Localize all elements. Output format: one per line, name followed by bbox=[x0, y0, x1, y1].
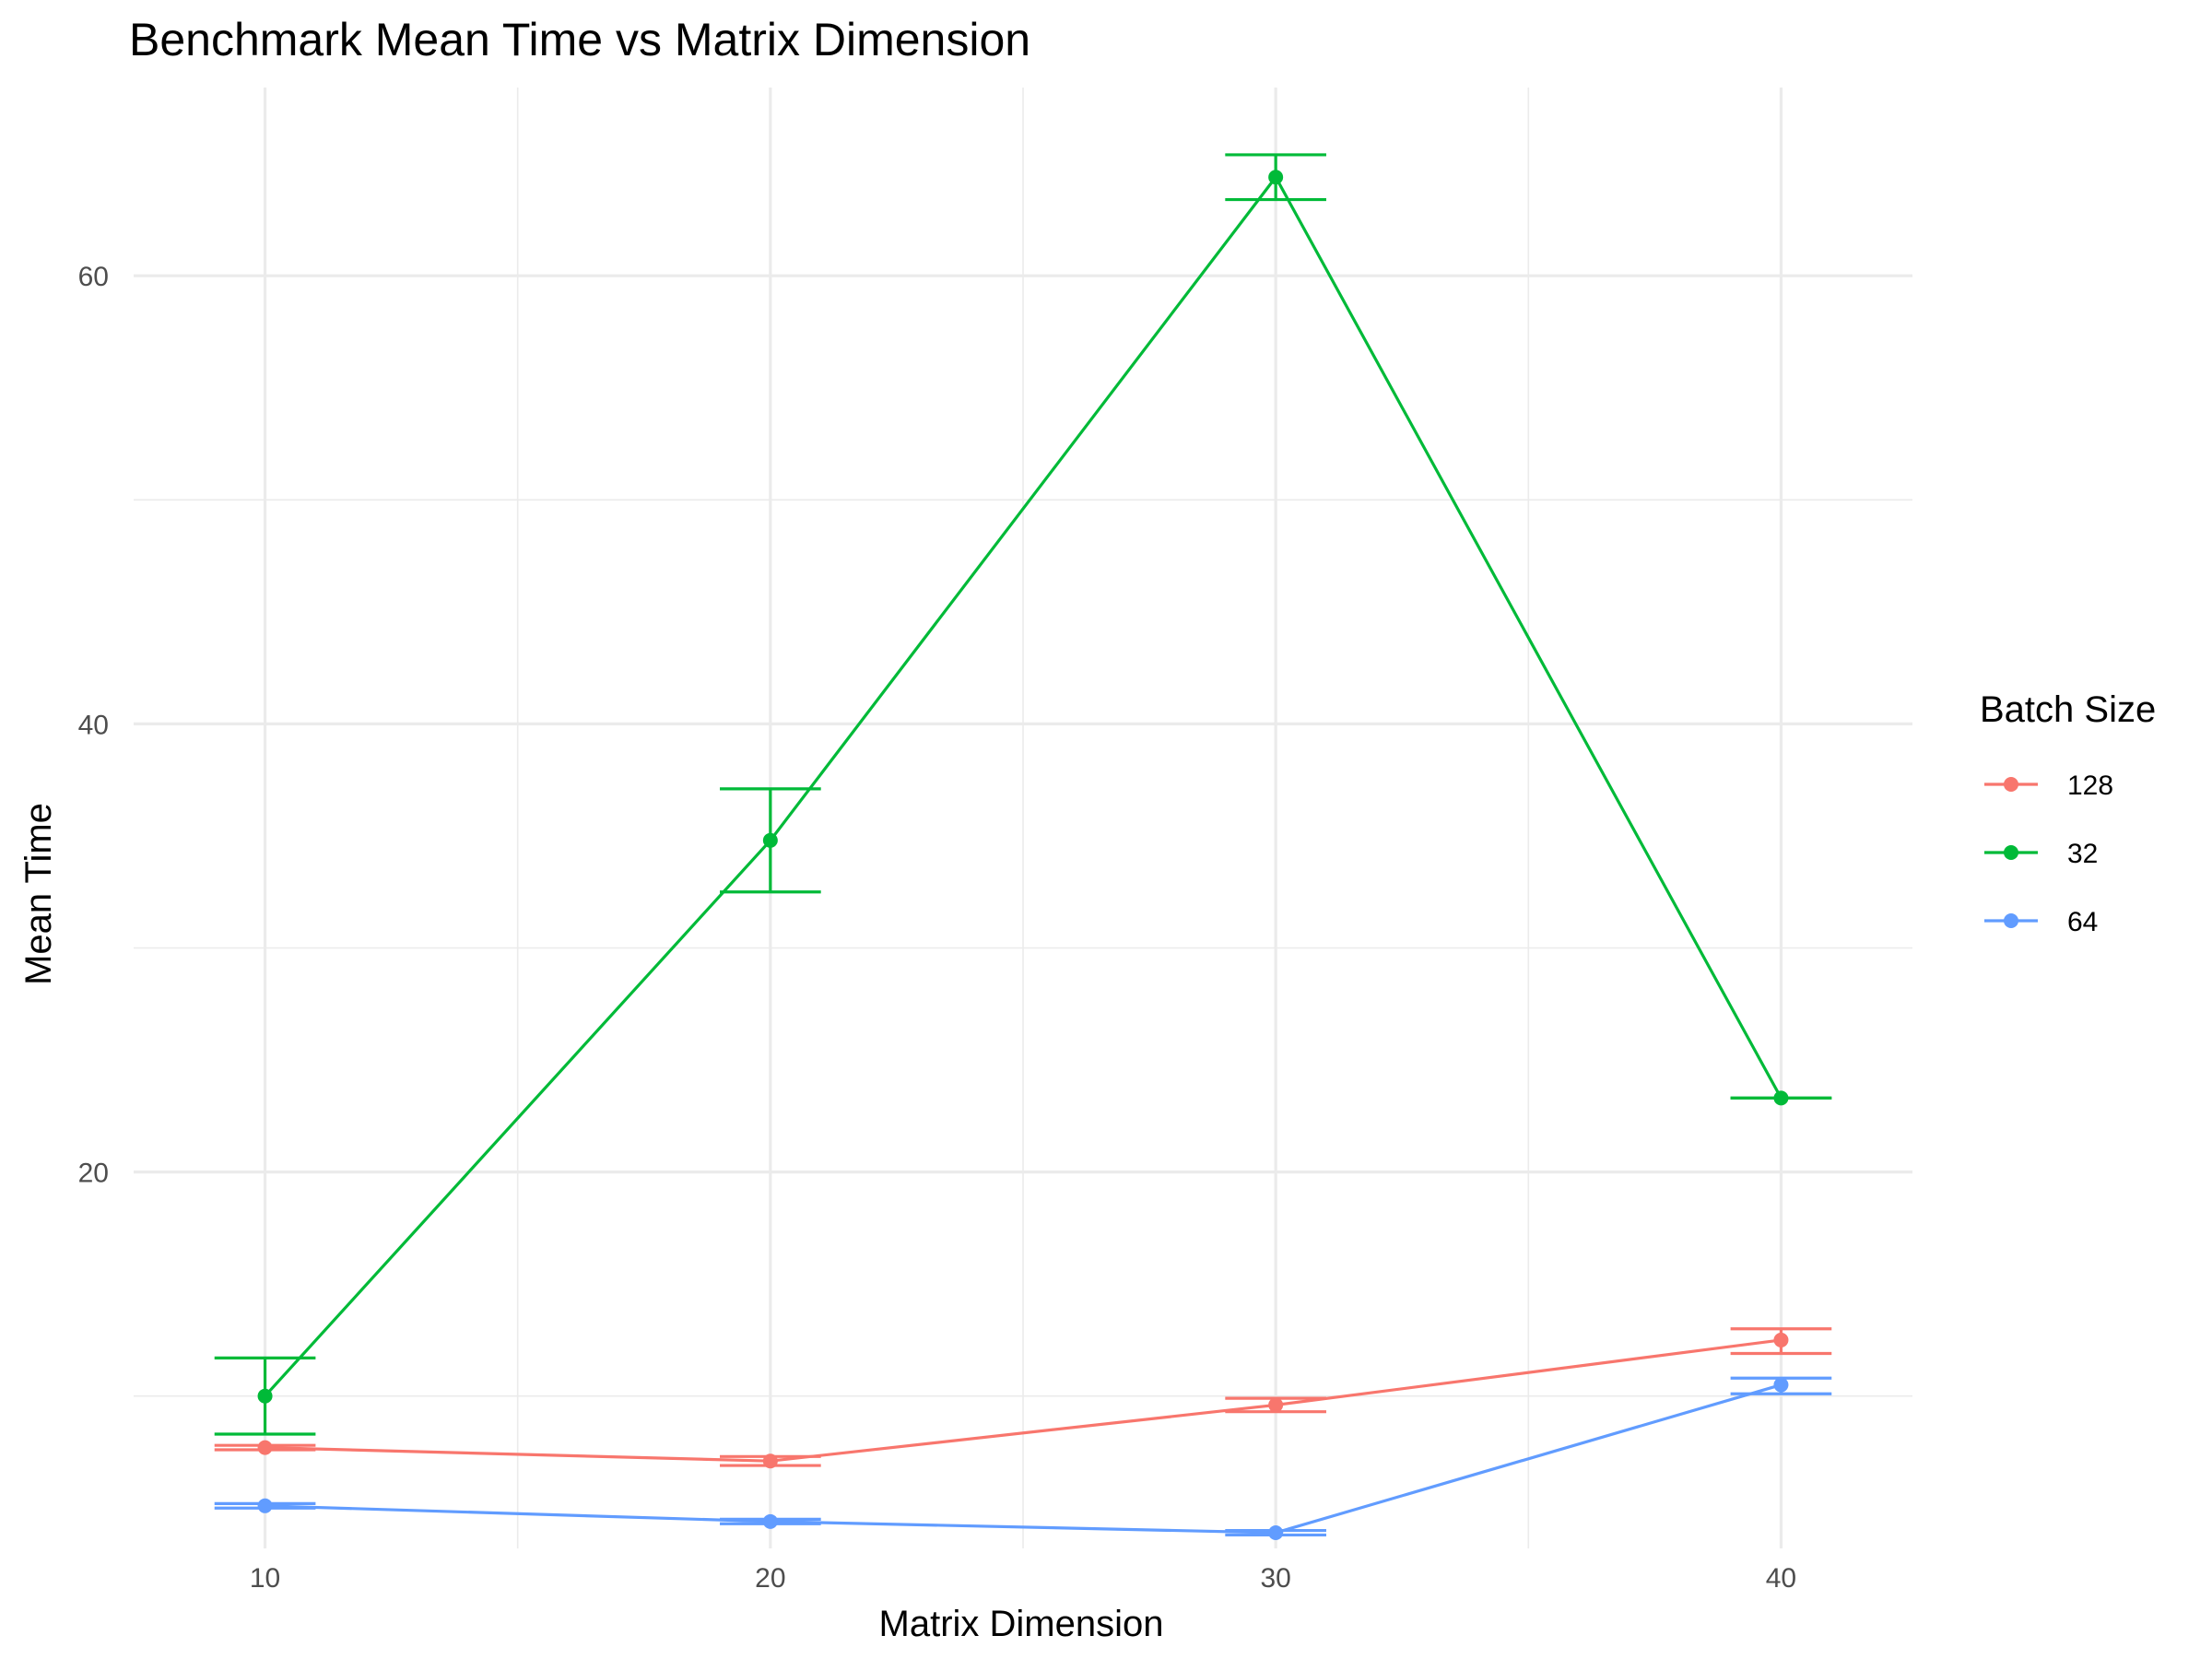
data-point bbox=[1268, 170, 1284, 185]
data-point bbox=[1773, 1090, 1789, 1106]
x-tick-label: 20 bbox=[755, 1563, 785, 1594]
data-point bbox=[257, 1498, 273, 1513]
chart-title: Benchmark Mean Time vs Matrix Dimension bbox=[129, 14, 1030, 65]
x-tick-label: 40 bbox=[1766, 1563, 1796, 1594]
legend-label: 32 bbox=[2067, 839, 2098, 869]
legend-label: 128 bbox=[2067, 771, 2113, 801]
x-axis-title: Matrix Dimension bbox=[879, 1604, 1164, 1644]
data-point bbox=[762, 1453, 778, 1469]
y-tick-label: 20 bbox=[78, 1159, 109, 1189]
data-point bbox=[257, 1388, 273, 1404]
legend: Batch Size 128 32 64 bbox=[1980, 689, 2156, 937]
series-line bbox=[264, 174, 1783, 1397]
legend-title: Batch Size bbox=[1980, 689, 2156, 730]
series-line bbox=[265, 1338, 1782, 1463]
data-point bbox=[1268, 1524, 1284, 1540]
legend-label: 64 bbox=[2067, 907, 2098, 937]
data-point bbox=[1773, 1377, 1789, 1393]
y-tick-label: 40 bbox=[78, 710, 109, 740]
series-32 bbox=[214, 153, 1832, 1436]
x-tick-label: 30 bbox=[1260, 1563, 1290, 1594]
series-line bbox=[265, 1383, 1782, 1535]
y-axis-title: Mean Time bbox=[18, 803, 59, 985]
grid bbox=[134, 88, 1912, 1548]
axes: 10 20 30 40 20 40 60 bbox=[78, 262, 1797, 1594]
y-tick-label: 60 bbox=[78, 262, 109, 292]
legend-key-point bbox=[2004, 913, 2018, 928]
series-layer bbox=[214, 153, 1832, 1540]
data-point bbox=[1268, 1397, 1284, 1413]
data-point bbox=[762, 1513, 778, 1529]
series-128 bbox=[214, 1327, 1832, 1469]
x-tick-label: 10 bbox=[250, 1563, 280, 1594]
legend-key-point bbox=[2004, 845, 2018, 860]
legend-key-point bbox=[2004, 777, 2018, 792]
data-point bbox=[257, 1440, 273, 1455]
data-point bbox=[762, 832, 778, 848]
series-64 bbox=[214, 1376, 1832, 1540]
data-point bbox=[1773, 1332, 1789, 1347]
